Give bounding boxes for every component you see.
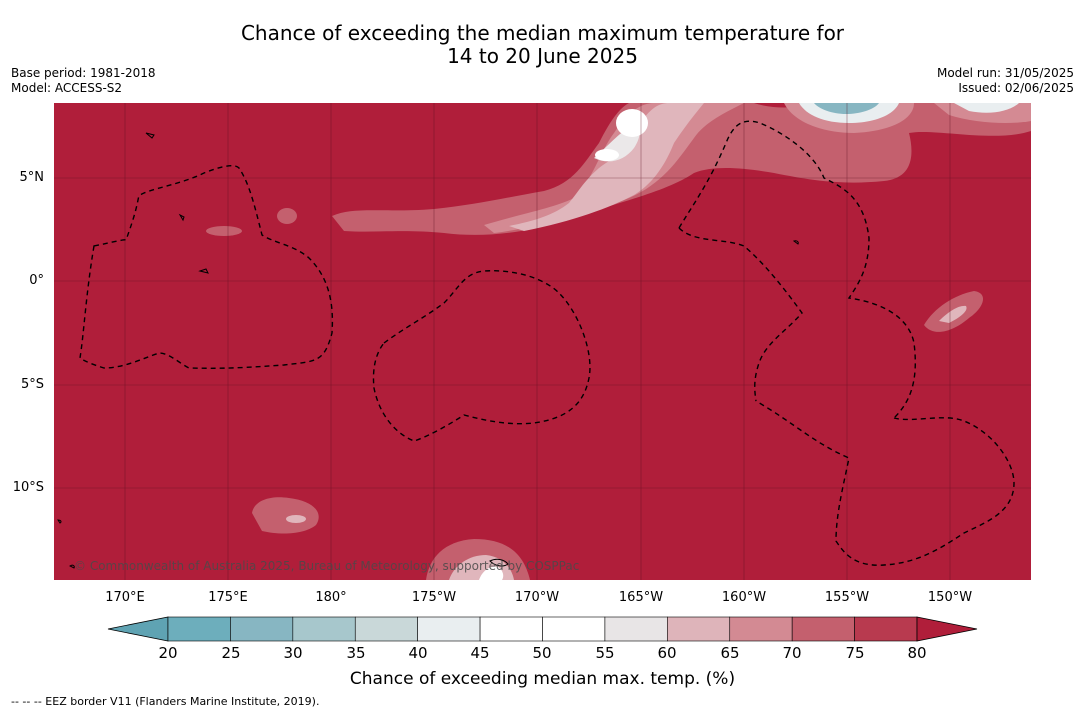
colorbar-tick-40: 40 xyxy=(408,644,428,662)
map-svg xyxy=(54,103,1031,580)
lon-label-170w: 170°W xyxy=(514,590,560,605)
colorbar-cell xyxy=(167,616,231,642)
colorbar-tick-45: 45 xyxy=(470,644,490,662)
contour-bands xyxy=(206,103,1031,580)
colorbar-cell xyxy=(417,616,481,642)
colorbar-cell xyxy=(479,616,543,642)
band-west-patch-2 xyxy=(206,226,242,236)
band-west-patch xyxy=(277,208,297,224)
copyright-credit: © Commonwealth of Australia 2025, Bureau… xyxy=(74,559,580,573)
colorbar-cell xyxy=(292,616,356,642)
lon-label-165w: 165°W xyxy=(618,590,664,605)
colorbar-cell xyxy=(542,616,606,642)
band-60-65 xyxy=(509,103,704,231)
colorbar-label: Chance of exceeding median max. temp. (%… xyxy=(349,669,736,689)
colorbar-tick-75: 75 xyxy=(845,644,865,662)
model-run: Model run: 31/05/2025 xyxy=(936,66,1074,80)
lon-label-160w: 160°W xyxy=(721,590,767,605)
map-area xyxy=(54,103,1031,580)
background-above-80 xyxy=(54,103,1031,580)
eez-border-west xyxy=(79,165,334,369)
band-far-right-pale xyxy=(954,103,1019,113)
band-top-right-cool xyxy=(814,103,879,114)
eez-border-east-mid xyxy=(678,227,803,402)
title-line-2: 14 to 20 June 2025 xyxy=(447,44,638,68)
colorbar xyxy=(107,616,978,642)
issued-date: Issued: 02/06/2025 xyxy=(958,81,1074,95)
band-south-left-inner xyxy=(286,515,306,523)
colorbar-extend-low xyxy=(107,616,169,642)
lat-label-5s: 5°S xyxy=(20,377,44,392)
band-below-50-north-2 xyxy=(595,149,619,161)
graticule xyxy=(54,103,1031,580)
eez-borders xyxy=(79,120,1015,566)
colorbar-tick-70: 70 xyxy=(782,644,802,662)
eez-border-central xyxy=(372,270,591,442)
lon-label-175e: 175°E xyxy=(208,590,248,605)
band-south-left xyxy=(252,497,319,534)
colorbar-cell xyxy=(729,616,793,642)
colorbar-tick-35: 35 xyxy=(346,644,366,662)
colorbar-tick-80: 80 xyxy=(907,644,927,662)
band-below-50-north xyxy=(616,109,648,137)
band-south-bottom-core xyxy=(479,566,504,580)
eez-footnote: -- -- -- EEZ border V11 (Flanders Marine… xyxy=(11,695,320,708)
eez-border-east-north xyxy=(678,120,916,419)
islands xyxy=(57,132,799,569)
colorbar-tick-30: 30 xyxy=(283,644,303,662)
colorbar-extend-high xyxy=(916,616,978,642)
lon-label-170e: 170°E xyxy=(105,590,145,605)
colorbar-tick-65: 65 xyxy=(720,644,740,662)
title-line-1: Chance of exceeding the median maximum t… xyxy=(240,21,845,45)
lat-label-5n: 5°N xyxy=(19,170,45,185)
lon-label-155w: 155°W xyxy=(824,590,870,605)
colorbar-tick-50: 50 xyxy=(532,644,552,662)
chart-title: Chance of exceeding the median maximum t… xyxy=(0,22,1085,68)
colorbar-tick-60: 60 xyxy=(657,644,677,662)
lon-label-180: 180° xyxy=(315,590,347,605)
colorbar-tick-55: 55 xyxy=(595,644,615,662)
colorbar-cell xyxy=(354,616,418,642)
colorbar-cell xyxy=(854,616,918,642)
band-east-patch-inner xyxy=(939,305,967,323)
model-name: Model: ACCESS-S2 xyxy=(11,81,123,95)
lon-label-150w: 150°W xyxy=(927,590,973,605)
colorbar-cell xyxy=(604,616,668,642)
colorbar-tick-20: 20 xyxy=(158,644,178,662)
colorbar-cell xyxy=(791,616,855,642)
lat-label-10s: 10°S xyxy=(12,480,44,495)
colorbar-cell xyxy=(230,616,294,642)
band-70-75-equatorial xyxy=(332,103,1031,235)
meta-left: Base period: 1981-2018 Model: ACCESS-S2 xyxy=(11,66,156,96)
colorbar-cell xyxy=(667,616,731,642)
base-period: Base period: 1981-2018 xyxy=(11,66,156,80)
lon-label-175w: 175°W xyxy=(411,590,457,605)
meta-right: Model run: 31/05/2025 Issued: 02/06/2025 xyxy=(937,66,1074,96)
lat-label-0: 0° xyxy=(29,273,44,288)
colorbar-tick-25: 25 xyxy=(221,644,241,662)
